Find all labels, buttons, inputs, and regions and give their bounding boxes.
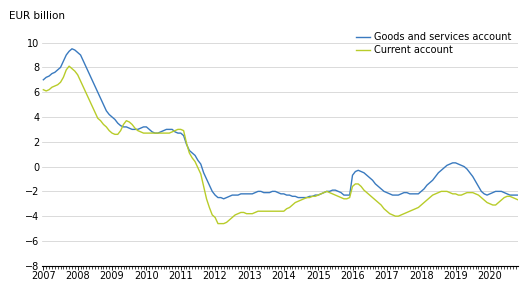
Goods and services account bbox=[389, 193, 396, 197]
Goods and services account bbox=[295, 196, 302, 199]
Line: Goods and services account: Goods and services account bbox=[43, 49, 529, 199]
Goods and services account bbox=[455, 162, 462, 166]
Current account bbox=[126, 120, 132, 124]
Current account bbox=[221, 222, 227, 225]
Current account bbox=[40, 88, 47, 92]
Goods and services account bbox=[40, 78, 47, 82]
Text: EUR billion: EUR billion bbox=[9, 11, 65, 21]
Line: Current account: Current account bbox=[43, 66, 529, 245]
Current account bbox=[66, 64, 72, 68]
Goods and services account bbox=[223, 196, 230, 199]
Legend: Goods and services account, Current account: Goods and services account, Current acco… bbox=[354, 30, 514, 57]
Goods and services account bbox=[126, 126, 132, 130]
Current account bbox=[387, 212, 393, 216]
Goods and services account bbox=[521, 190, 527, 193]
Goods and services account bbox=[69, 47, 75, 51]
Current account bbox=[292, 201, 298, 204]
Current account bbox=[518, 200, 525, 203]
Goods and services account bbox=[221, 197, 227, 201]
Current account bbox=[452, 192, 459, 196]
